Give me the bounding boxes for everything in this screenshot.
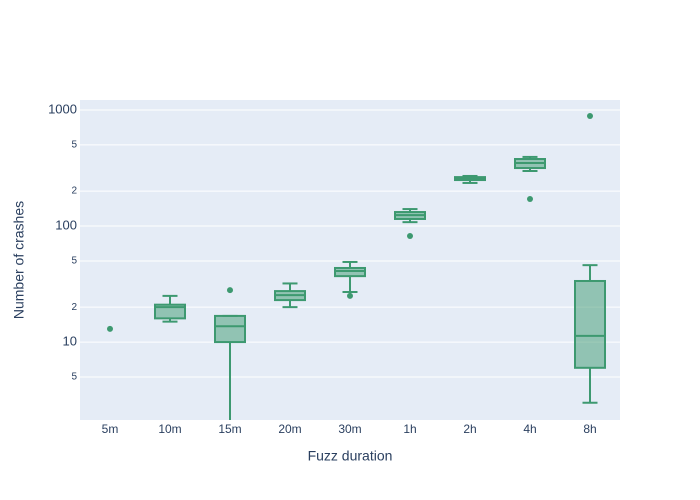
y-tick-label: 100	[55, 217, 77, 232]
x-tick-label: 5m	[102, 422, 119, 436]
x-tick-label: 4h	[523, 422, 536, 436]
y-tick-label: 1000	[48, 101, 77, 116]
outlier	[347, 292, 353, 299]
outlier	[527, 195, 533, 202]
x-axis-label: Fuzz duration	[308, 448, 393, 464]
outlier	[407, 233, 413, 240]
x-tick-label: 10m	[158, 422, 181, 436]
y-tick-label: 10	[63, 334, 77, 349]
y-tick-label: 5	[71, 140, 77, 151]
plot-background	[80, 100, 620, 420]
y-tick-label: 5	[71, 372, 77, 383]
box	[574, 279, 606, 369]
y-tick-label: 2	[71, 186, 77, 197]
outlier	[107, 325, 113, 332]
box	[214, 314, 246, 344]
y-axis-label: Number of crashes	[11, 201, 27, 319]
y-tick-label: 5	[71, 256, 77, 267]
y-tick-label: 2	[71, 302, 77, 313]
outlier	[227, 287, 233, 294]
x-tick-label: 30m	[338, 422, 361, 436]
plot-area	[107, 113, 606, 420]
x-tick-label: 15m	[218, 422, 241, 436]
x-tick-label: 2h	[463, 422, 476, 436]
x-tick-label: 20m	[278, 422, 301, 436]
x-tick-label: 8h	[583, 422, 596, 436]
outlier	[587, 113, 593, 120]
x-tick-label: 1h	[403, 422, 416, 436]
box	[334, 266, 366, 278]
